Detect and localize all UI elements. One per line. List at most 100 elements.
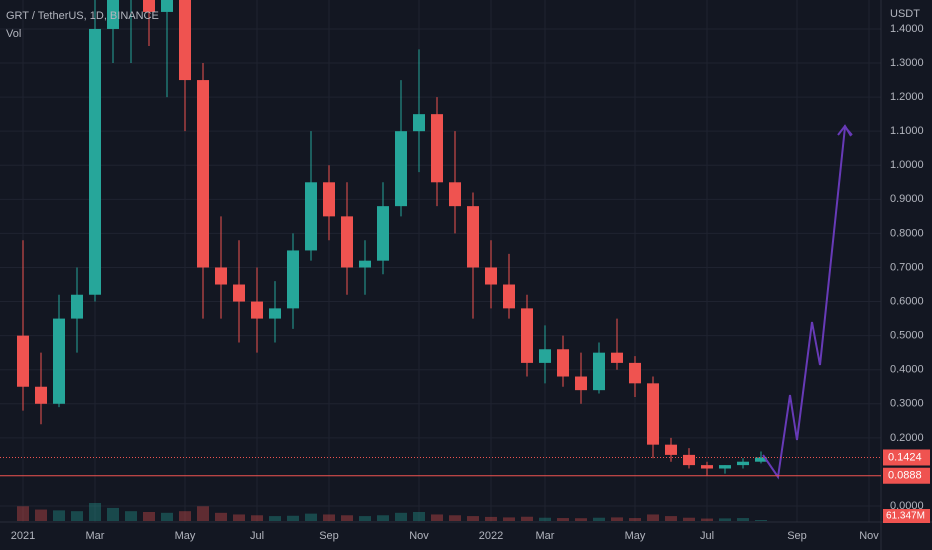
volume-bar: [629, 518, 641, 521]
candle-body: [305, 182, 317, 251]
candle-body: [251, 301, 263, 319]
candle-body: [53, 318, 65, 404]
volume-bar: [377, 515, 389, 521]
candle-body: [485, 267, 497, 285]
candle-body: [593, 352, 605, 391]
volume-bar: [449, 515, 461, 521]
volume-bar: [233, 514, 245, 521]
x-tick-label: May: [175, 530, 196, 542]
volume-bar: [251, 515, 263, 521]
x-tick-label: Nov: [409, 530, 429, 542]
volume-bar: [107, 507, 119, 521]
volume-bar: [89, 503, 101, 521]
projection-drawing: [762, 124, 853, 480]
y-tick-label: 1.2000: [890, 91, 924, 103]
volume-bar: [575, 518, 587, 521]
candle-body: [377, 206, 389, 261]
y-tick-label: 0.0000: [890, 500, 924, 512]
volume-bar: [161, 512, 173, 521]
volume-bar: [143, 512, 155, 521]
price-label-box: [883, 449, 930, 466]
volume-bar: [215, 512, 227, 521]
price-label: 0.1424: [888, 451, 922, 463]
volume-bar: [35, 509, 47, 521]
candle-body: [341, 216, 353, 268]
y-tick-label: 1.3000: [890, 57, 924, 69]
volume-bar: [341, 515, 353, 521]
candle-body: [269, 308, 281, 319]
volume-bar: [755, 519, 767, 521]
candle-body: [719, 465, 731, 469]
candle-body: [629, 362, 641, 384]
volume-label: 61.347M: [886, 511, 925, 522]
candle-body: [35, 386, 47, 404]
candle-body: [737, 461, 749, 466]
y-tick-label: 0.8000: [890, 227, 924, 239]
x-tick-label: May: [625, 530, 646, 542]
candle-body: [431, 114, 443, 183]
volume-bar: [53, 510, 65, 521]
candle-body: [575, 376, 587, 391]
x-tick-label: 2022: [479, 530, 503, 542]
x-tick-label: Jul: [700, 530, 714, 542]
volume-bar: [503, 517, 515, 521]
volume-bar: [737, 518, 749, 521]
volume-bar: [431, 514, 443, 521]
volume-bar: [305, 513, 317, 521]
volume-bar: [683, 517, 695, 521]
candle-body: [539, 349, 551, 363]
volume-bar: [71, 511, 83, 521]
x-tick-label: Jul: [250, 530, 264, 542]
volume-bar: [413, 512, 425, 521]
volume-bar: [269, 516, 281, 521]
candle-body: [647, 383, 659, 445]
y-tick-label: 0.2000: [890, 432, 924, 444]
x-tick-label: Nov: [859, 530, 879, 542]
candle-body: [503, 284, 515, 309]
volume-bar: [467, 516, 479, 521]
chart-title: GRT / TetherUS, 1D, BINANCE: [6, 10, 159, 22]
candle-body: [665, 444, 677, 455]
grid: [0, 0, 881, 522]
candle-body: [557, 349, 569, 377]
candle-body: [413, 114, 425, 132]
volume-bar: [665, 516, 677, 521]
volume-bar: [125, 511, 137, 521]
volume-bar: [647, 514, 659, 521]
candle-body: [359, 260, 371, 268]
volume-bar: [179, 511, 191, 521]
volume-bar: [719, 518, 731, 521]
volume-bar: [521, 516, 533, 521]
x-tick-label: Mar: [536, 530, 555, 542]
volume-label-box: [883, 509, 930, 523]
candle-body: [143, 0, 155, 12]
y-tick-label: 0.3000: [890, 398, 924, 410]
volume-bar: [395, 512, 407, 521]
candle-body: [197, 80, 209, 268]
plot-area: [17, 0, 767, 521]
candle-body: [521, 308, 533, 363]
volume-bar: [539, 517, 551, 521]
candle-body: [71, 294, 83, 319]
candle-body: [323, 182, 335, 217]
candle-body: [395, 131, 407, 207]
candle-body: [755, 457, 767, 462]
y-tick-label: 1.4000: [890, 23, 924, 35]
x-tick-label: Mar: [86, 530, 105, 542]
y-tick-label: 1.1000: [890, 125, 924, 137]
volume-bar: [197, 506, 209, 521]
candle-body: [611, 352, 623, 363]
volume-bar: [557, 518, 569, 521]
price-unit: USDT: [890, 8, 920, 20]
candle-body: [683, 454, 695, 466]
candle-body: [233, 284, 245, 302]
y-tick-label: 0.9000: [890, 193, 924, 205]
y-tick-label: 0.6000: [890, 295, 924, 307]
volume-bar: [485, 516, 497, 521]
x-tick-label: Sep: [319, 530, 339, 542]
candle-body: [179, 0, 191, 81]
candle-body: [17, 335, 29, 387]
x-tick-label: 2021: [11, 530, 35, 542]
